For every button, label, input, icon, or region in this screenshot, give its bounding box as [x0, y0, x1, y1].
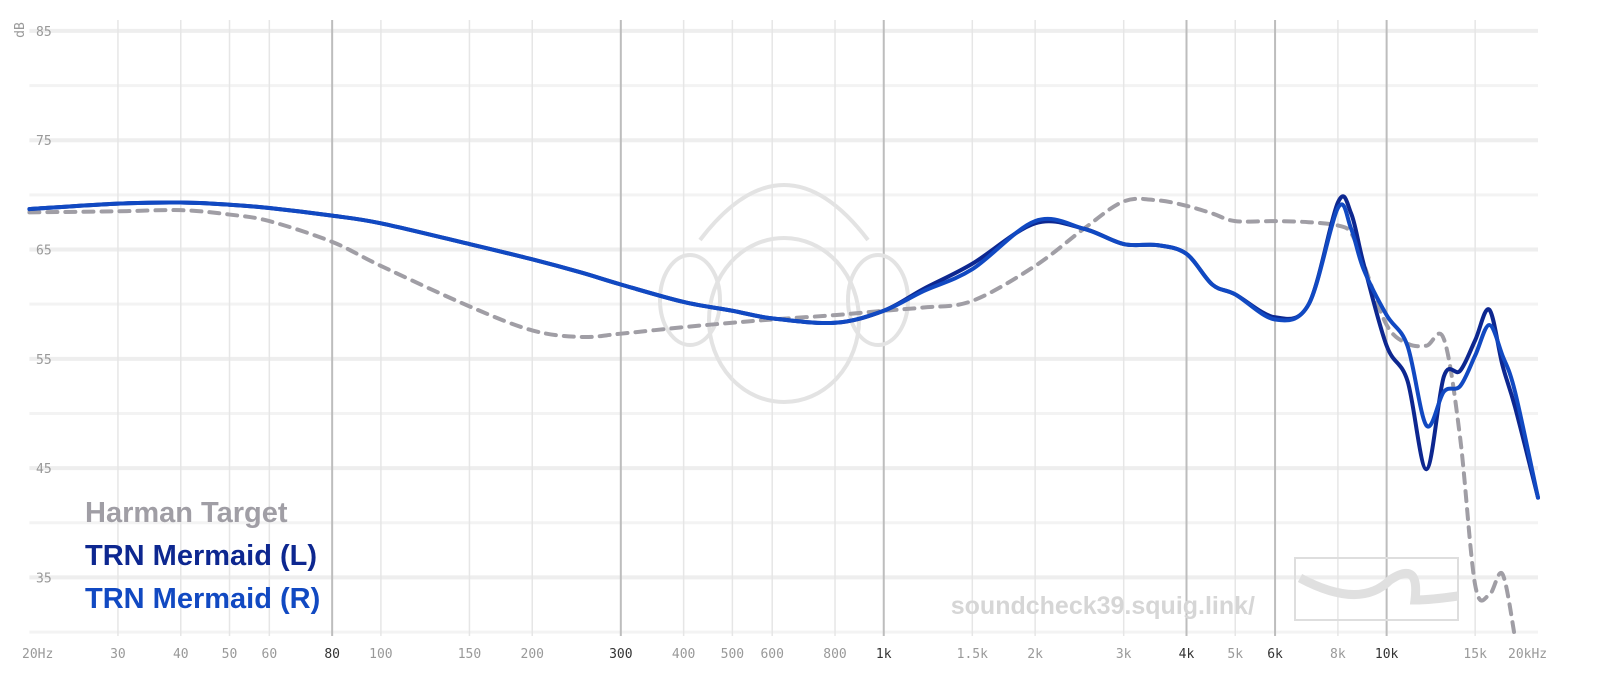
- frequency-response-line: [27, 200, 1540, 500]
- x-tick-label: 4k: [1179, 647, 1195, 662]
- x-tick-label: 20kHz: [1508, 647, 1547, 662]
- x-tick-label: 400: [672, 647, 695, 662]
- y-tick-label: 45: [36, 462, 52, 477]
- legend-entry: TRN Mermaid (R): [85, 583, 320, 615]
- watermark: soundcheck39.squig.link/: [951, 592, 1255, 620]
- y-axis-label: dB: [13, 22, 28, 38]
- x-tick-label: 5k: [1227, 647, 1243, 662]
- x-tick-label: 1.5k: [957, 647, 988, 662]
- x-tick-label: 15k: [1463, 647, 1487, 662]
- x-tick-label: 100: [369, 647, 392, 662]
- logo-squiggle: [1297, 568, 1459, 605]
- x-tick-label: 8k: [1330, 647, 1346, 662]
- y-tick-label: 85: [36, 25, 52, 40]
- logo-box: [1294, 557, 1459, 621]
- x-tick-label: 1k: [876, 647, 892, 662]
- y-tick-label: 35: [36, 571, 52, 586]
- y-tick-label: 75: [36, 134, 52, 149]
- logo-watermark: [658, 183, 910, 404]
- x-tick-label: 3k: [1116, 647, 1132, 662]
- x-tick-label: 20Hz: [22, 647, 53, 662]
- y-tick-label: 65: [36, 244, 52, 259]
- x-tick-label: 80: [324, 647, 340, 662]
- x-tick-label: 600: [760, 647, 783, 662]
- legend-entry: Harman Target: [85, 497, 288, 529]
- frequency-response-line: [27, 196, 1517, 640]
- x-tick-label: 2k: [1027, 647, 1043, 662]
- x-tick-label: 6k: [1267, 647, 1283, 662]
- x-tick-label: 200: [521, 647, 544, 662]
- x-tick-label: 500: [721, 647, 744, 662]
- x-tick-label: 50: [222, 647, 238, 662]
- x-tick-label: 150: [458, 647, 481, 662]
- x-tick-label: 800: [823, 647, 846, 662]
- x-tick-label: 40: [173, 647, 189, 662]
- y-tick-label: 55: [36, 353, 52, 368]
- frequency-response-line: [27, 194, 1540, 500]
- x-tick-label: 30: [110, 647, 126, 662]
- legend-entry: TRN Mermaid (L): [85, 540, 317, 572]
- x-tick-label: 60: [262, 647, 278, 662]
- x-tick-label: 300: [609, 647, 632, 662]
- x-tick-label: 10k: [1375, 647, 1399, 662]
